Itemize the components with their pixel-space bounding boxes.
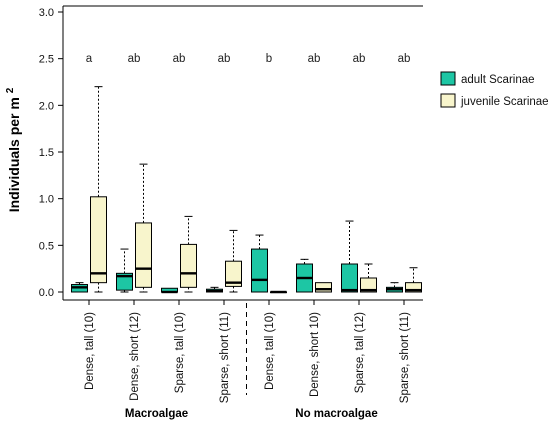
- legend-label: adult Scarinae: [461, 74, 535, 86]
- adult-box: [296, 258, 313, 293]
- juvenile-box: [405, 267, 422, 293]
- significance-letter: a: [86, 53, 93, 65]
- x-axis: Dense, tall (10) Dense, short (12) Sparse,…: [84, 300, 411, 420]
- adult-box: [116, 248, 133, 293]
- adult-box: [341, 220, 358, 293]
- significance-letter: b: [266, 53, 272, 65]
- y-axis-title-text: Individuals per m: [6, 93, 22, 212]
- y-axis-title-superscript: 2: [5, 87, 16, 93]
- juvenile-box: [225, 229, 242, 293]
- juvenile-box: [315, 282, 332, 293]
- y-tick-label: 0.5: [39, 240, 54, 252]
- legend-swatch: [440, 71, 456, 86]
- category-label: Sparse, short (11): [219, 312, 231, 403]
- y-tick-label: 2.0: [39, 100, 54, 112]
- legend-swatch: [440, 93, 456, 108]
- category-label: Sparse, short (11): [399, 312, 411, 403]
- y-axis-title: Individuals per m 2: [5, 87, 22, 212]
- y-tick-label: 1.0: [39, 194, 54, 206]
- iqr-box: [116, 272, 133, 291]
- iqr-box: [135, 222, 152, 288]
- significance-letter: ab: [218, 53, 231, 65]
- iqr-box: [360, 277, 377, 293]
- category-label: Dense, tall (10): [264, 312, 276, 390]
- significance-letter: ab: [128, 53, 141, 65]
- iqr-box: [315, 282, 332, 293]
- adult-box: [71, 282, 88, 293]
- category-label: Sparse, tall (12): [354, 312, 366, 393]
- adult-box: [251, 234, 268, 293]
- iqr-box: [225, 260, 242, 287]
- y-tick-label: 2.5: [39, 54, 54, 66]
- iqr-box: [180, 243, 197, 288]
- juvenile-box: [135, 163, 152, 293]
- iqr-box: [251, 248, 268, 293]
- adult-box: [161, 287, 178, 294]
- adult-box: [206, 286, 223, 293]
- y-tick-label: 1.5: [39, 147, 54, 159]
- axis-titles: Individuals per m 2: [5, 87, 22, 212]
- group-label: Macroalgae: [125, 408, 188, 420]
- plot-frame: [62, 5, 423, 301]
- juvenile-box: [180, 215, 197, 293]
- category-label: Dense, short (12): [129, 312, 141, 401]
- category-label: Sparse, tall (10): [174, 312, 186, 393]
- iqr-box: [405, 282, 422, 293]
- y-tick-label: 0.0: [39, 287, 54, 299]
- y-tick-label: 3.0: [39, 7, 54, 19]
- significance-letter: ab: [353, 53, 366, 65]
- juvenile-box: [270, 290, 287, 294]
- group-label: No macroalgae: [295, 408, 377, 420]
- juvenile-box: [90, 86, 107, 293]
- significance-letter: ab: [173, 53, 186, 65]
- box-series: [71, 86, 422, 294]
- adult-box: [386, 282, 403, 293]
- juvenile-box: [360, 263, 377, 293]
- iqr-box: [90, 196, 107, 284]
- y-axis: 0.0 0.5 1.0 1.5 2.0 2.5 3.0: [39, 7, 63, 299]
- significance-letter: ab: [398, 53, 411, 65]
- legend: adult Scarinae juvenile Scarinae: [440, 71, 549, 108]
- category-label: Dense, tall (10): [84, 312, 96, 390]
- significance-letter: ab: [308, 53, 321, 65]
- legend-label: juvenile Scarinae: [460, 96, 549, 108]
- iqr-box: [341, 263, 358, 293]
- category-label: Dense, short 10): [309, 312, 321, 397]
- significance-letters: a ab ab ab b ab ab ab: [86, 53, 411, 65]
